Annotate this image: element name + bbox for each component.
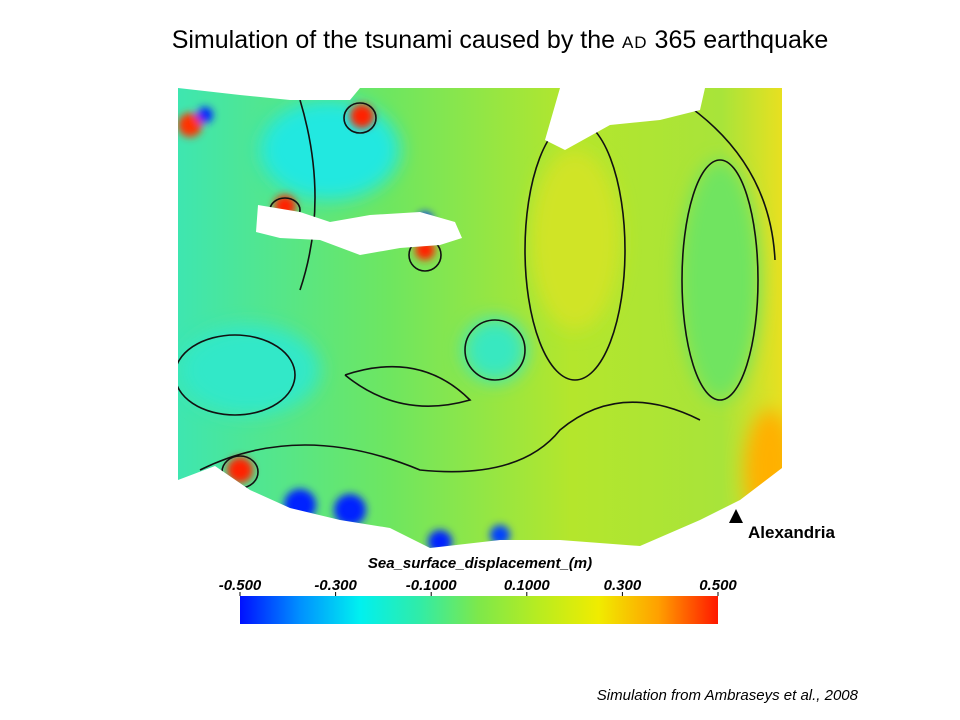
colorbar-tick-label: 0.500 xyxy=(699,577,737,594)
contour xyxy=(464,319,526,381)
field-peak xyxy=(350,104,374,128)
title-era: AD xyxy=(621,33,648,52)
field-blob xyxy=(260,100,400,200)
anatolia-coast xyxy=(545,88,705,150)
field-blob xyxy=(680,160,760,400)
colorbar-label: Sea_surface_displacement_(m) xyxy=(368,555,592,572)
contour xyxy=(199,401,701,473)
colorbar-tick-label: -0.300 xyxy=(314,577,357,594)
slide-title: Simulation of the tsunami caused by the … xyxy=(0,26,960,55)
field-blob xyxy=(463,318,527,382)
field-peak xyxy=(227,457,253,483)
location-marker xyxy=(729,509,743,523)
contour xyxy=(681,159,759,401)
credit: Simulation from Ambraseys et al., 2008 xyxy=(597,687,859,704)
colorbar-tick-label: 0.1000 xyxy=(504,577,551,594)
colorbar-tick-label: -0.1000 xyxy=(406,577,458,594)
field-trough xyxy=(197,107,213,123)
contour xyxy=(344,365,472,407)
field-trough xyxy=(334,494,366,526)
crete xyxy=(256,205,462,255)
colorbar-tick-label: -0.500 xyxy=(219,577,262,594)
displacement-field xyxy=(178,88,782,628)
field-blob xyxy=(180,325,320,415)
contour xyxy=(299,99,316,291)
colorbar-ticks: -0.500 -0.300 -0.1000 0.1000 0.300 0.500 xyxy=(219,577,737,596)
land xyxy=(178,88,782,628)
title-text: Simulation of the tsunami caused by the xyxy=(171,26,622,54)
colorbar xyxy=(240,596,718,624)
north-coast xyxy=(178,88,360,100)
africa-coast xyxy=(178,466,782,628)
contour xyxy=(343,102,377,134)
title-text: 365 earthquake xyxy=(647,26,829,54)
contour xyxy=(178,334,296,416)
marker-label: Alexandria xyxy=(748,523,835,542)
field-blob xyxy=(530,150,620,330)
colorbar-tick-label: 0.300 xyxy=(604,577,642,594)
field-peak xyxy=(178,113,202,137)
contour xyxy=(679,99,776,261)
